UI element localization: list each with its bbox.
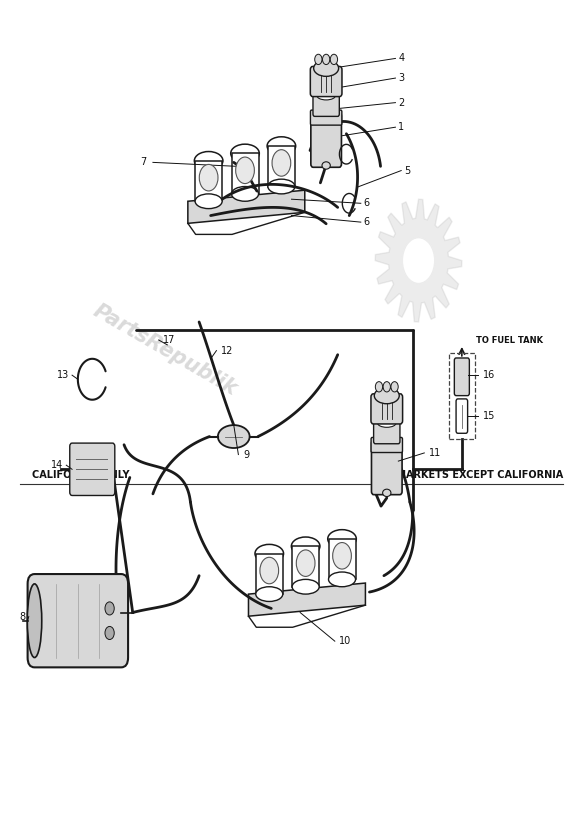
FancyBboxPatch shape <box>27 574 128 667</box>
Ellipse shape <box>256 587 283 602</box>
Ellipse shape <box>292 537 320 555</box>
FancyBboxPatch shape <box>231 153 258 194</box>
Ellipse shape <box>231 186 258 201</box>
Polygon shape <box>188 190 305 223</box>
Text: 1: 1 <box>398 122 405 132</box>
Text: 6: 6 <box>364 199 370 208</box>
Ellipse shape <box>255 545 283 563</box>
Circle shape <box>105 626 114 639</box>
Ellipse shape <box>194 152 223 170</box>
Text: 3: 3 <box>398 73 405 83</box>
Text: 13: 13 <box>57 370 69 380</box>
Ellipse shape <box>317 91 335 100</box>
Text: ALL MARKETS EXCEPT CALIFORNIA: ALL MARKETS EXCEPT CALIFORNIA <box>373 470 563 480</box>
Text: 5: 5 <box>404 166 410 176</box>
Ellipse shape <box>268 179 295 194</box>
FancyBboxPatch shape <box>374 420 400 444</box>
Text: 15: 15 <box>483 411 495 421</box>
Circle shape <box>236 157 254 184</box>
FancyBboxPatch shape <box>371 438 402 452</box>
Text: 2: 2 <box>398 97 405 108</box>
FancyBboxPatch shape <box>456 399 468 433</box>
FancyBboxPatch shape <box>371 394 403 424</box>
FancyBboxPatch shape <box>313 93 339 116</box>
Circle shape <box>331 54 338 64</box>
Circle shape <box>296 550 315 577</box>
FancyBboxPatch shape <box>268 146 295 186</box>
Ellipse shape <box>374 387 399 404</box>
Ellipse shape <box>382 489 391 497</box>
Text: 4: 4 <box>398 54 405 63</box>
Ellipse shape <box>195 194 222 208</box>
Circle shape <box>391 382 398 392</box>
Text: CALIFORNIA ONLY: CALIFORNIA ONLY <box>31 470 129 480</box>
Text: 16: 16 <box>483 370 495 380</box>
Ellipse shape <box>218 425 250 448</box>
FancyBboxPatch shape <box>371 440 402 494</box>
Bar <box>449 353 475 439</box>
Text: PartsRepublik: PartsRepublik <box>89 301 240 400</box>
Text: 11: 11 <box>429 448 441 458</box>
FancyBboxPatch shape <box>311 113 342 167</box>
Text: 7: 7 <box>140 157 146 167</box>
Text: 6: 6 <box>364 217 370 227</box>
Text: 10: 10 <box>339 636 352 646</box>
Polygon shape <box>375 199 462 322</box>
Text: 17: 17 <box>163 335 175 345</box>
Text: 14: 14 <box>51 460 64 471</box>
FancyBboxPatch shape <box>256 554 283 594</box>
Text: 9: 9 <box>243 450 249 460</box>
Circle shape <box>260 557 279 583</box>
Text: 8: 8 <box>20 611 26 621</box>
FancyBboxPatch shape <box>70 443 115 495</box>
Ellipse shape <box>322 162 331 169</box>
Circle shape <box>375 382 382 392</box>
Circle shape <box>383 382 391 392</box>
Polygon shape <box>248 583 366 616</box>
Circle shape <box>105 602 114 615</box>
FancyBboxPatch shape <box>454 358 469 396</box>
FancyBboxPatch shape <box>310 67 342 96</box>
Ellipse shape <box>314 60 339 77</box>
Text: 12: 12 <box>221 345 233 356</box>
Ellipse shape <box>231 144 259 162</box>
Circle shape <box>199 165 218 191</box>
Ellipse shape <box>267 137 296 155</box>
Ellipse shape <box>328 572 356 587</box>
Circle shape <box>315 54 322 64</box>
Ellipse shape <box>377 419 396 428</box>
FancyBboxPatch shape <box>195 161 222 201</box>
Text: TO FUEL TANK: TO FUEL TANK <box>476 336 543 345</box>
Circle shape <box>272 150 291 176</box>
FancyBboxPatch shape <box>310 110 342 125</box>
FancyBboxPatch shape <box>328 539 356 579</box>
Circle shape <box>322 54 330 64</box>
Circle shape <box>333 542 352 569</box>
FancyBboxPatch shape <box>292 546 319 587</box>
Circle shape <box>402 237 435 283</box>
Ellipse shape <box>27 584 42 658</box>
Ellipse shape <box>328 530 356 548</box>
Ellipse shape <box>292 579 319 594</box>
